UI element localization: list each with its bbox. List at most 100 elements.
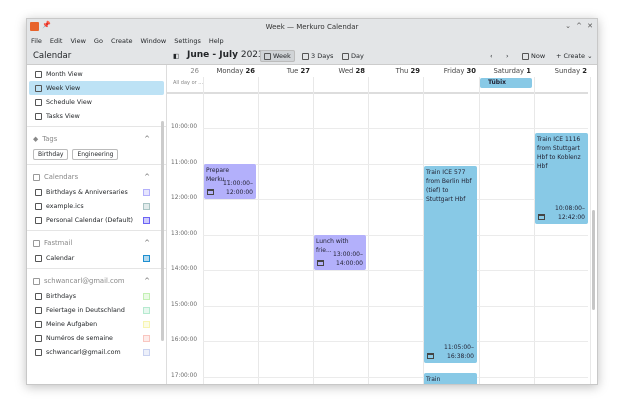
tags-header[interactable]: ◆ Tags ^ (27, 131, 166, 147)
sidebar-item-week-view[interactable]: Week View (29, 81, 164, 95)
menu-view[interactable]: View (70, 37, 86, 45)
pin-icon[interactable]: 📌 (42, 21, 51, 29)
section-header[interactable]: Fastmail ^ (27, 235, 166, 251)
previous-icon[interactable]: ‹ (490, 52, 493, 60)
day-button[interactable]: Day (339, 50, 367, 62)
now-button[interactable]: Now (519, 50, 548, 62)
maximize-icon[interactable]: ^ (576, 22, 582, 30)
event[interactable]: Prepare Merku... 11:00:00– 12:00:00 (204, 163, 256, 199)
calendar-label: Feiertage in Deutschland (46, 306, 125, 314)
event[interactable]: Train MEX1923...16:54:00–17:53:00 (424, 372, 477, 384)
day-header[interactable]: Monday 26 (203, 67, 255, 77)
sidebar-item-schedule-view[interactable]: Schedule View (29, 95, 164, 109)
all-day-event[interactable]: Tübix (480, 78, 532, 88)
day-header[interactable]: Thu 29 (368, 67, 420, 77)
event-time: 11:05:00– 16:38:00 (444, 344, 474, 361)
calendar-icon (522, 52, 529, 60)
color-swatch[interactable] (143, 320, 150, 328)
calendar-item[interactable]: Feiertage in Deutschland (29, 303, 164, 317)
event[interactable]: Train ICE 577 from Berlin Hbf (tief) to … (424, 166, 477, 364)
day-name: Wed (338, 67, 354, 75)
calendar-icon (35, 306, 42, 314)
toggle-sidebar-icon[interactable]: ◧ (173, 52, 180, 60)
tag-engineering[interactable]: Engineering (72, 148, 119, 160)
day-header[interactable]: Tue 27 (258, 67, 310, 77)
sidebar-item-label: Week View (46, 84, 81, 92)
color-swatch[interactable] (143, 292, 150, 300)
hour-line (203, 199, 588, 200)
calendar-item[interactable]: Calendar (29, 251, 164, 265)
menu-help[interactable]: Help (208, 37, 224, 45)
three-days-button[interactable]: 3 Days (299, 50, 336, 62)
day-header[interactable]: Wed 28 (313, 67, 365, 77)
chevron-up-icon[interactable]: ^ (144, 135, 150, 143)
day-header[interactable]: Friday 30 (423, 67, 476, 77)
calendar-icon (302, 52, 309, 60)
day-column-divider (534, 77, 535, 384)
create-button[interactable]: + Create ⌄ (553, 50, 596, 62)
calendar-item[interactable]: Meine Aufgaben (29, 317, 164, 331)
tag-icon: ◆ (33, 135, 39, 143)
event-start: 10:08:00 (555, 204, 582, 212)
calendar-item[interactable]: Numéros de semaine (29, 331, 164, 345)
calendar-view-icon (35, 112, 42, 120)
day-number: 2 (582, 67, 587, 75)
app-window: 📌 Week — Merkuro Calendar ⌄ ^ ✕ File Edit… (26, 18, 598, 385)
chevron-up-icon[interactable]: ^ (144, 173, 150, 181)
tag-birthday[interactable]: Birthday (33, 148, 69, 160)
day-number: 29 (410, 67, 420, 75)
calendar-icon (538, 213, 545, 220)
sidebar-scrollbar[interactable] (161, 121, 164, 341)
minimize-icon[interactable]: ⌄ (565, 22, 571, 30)
section-header[interactable]: schwancarl@gmail.com ^ (27, 273, 166, 289)
sidebar-item-month-view[interactable]: Month View (29, 67, 164, 81)
grid-scrollbar[interactable] (592, 210, 595, 310)
calendar-icon (35, 254, 42, 262)
color-swatch[interactable] (143, 202, 150, 210)
calendar-icon (317, 260, 324, 266)
menu-settings[interactable]: Settings (174, 37, 201, 45)
color-swatch[interactable] (143, 306, 150, 314)
color-swatch[interactable] (143, 188, 150, 196)
event[interactable]: Train ICE 1116 from Stuttgart Hbf to Kob… (535, 132, 588, 224)
calendar-label: Personal Calendar (Default) (46, 216, 134, 224)
calendar-item[interactable]: schwancarl@gmail.com (29, 345, 164, 359)
section-header[interactable]: Calendars ^ (27, 169, 166, 185)
section-title: Fastmail (44, 239, 73, 247)
color-swatch[interactable] (143, 334, 150, 342)
day-column-divider (258, 77, 259, 384)
sidebar-item-tasks-view[interactable]: Tasks View (29, 109, 164, 123)
menu-window[interactable]: Window (140, 37, 167, 45)
calendar-view-icon (35, 70, 42, 78)
calendar-item[interactable]: Birthdays & Anniversaries (29, 185, 164, 199)
calendar-label: Numéros de semaine (46, 334, 113, 342)
day-header[interactable]: Saturday 1 (479, 67, 531, 77)
menu-go[interactable]: Go (93, 37, 103, 45)
calendar-item[interactable]: Personal Calendar (Default) (29, 213, 164, 227)
menu-create[interactable]: Create (110, 37, 133, 45)
calendar-item[interactable]: example.ics (29, 199, 164, 213)
event-end: 12:00:00 (226, 189, 253, 196)
sidebar-item-label: Tasks View (46, 112, 80, 120)
color-swatch[interactable] (143, 254, 150, 262)
three-days-label: 3 Days (311, 52, 334, 60)
week-view-button[interactable]: Week (260, 50, 295, 62)
menu-edit[interactable]: Edit (49, 37, 63, 45)
event-start: 13:00:00 (333, 251, 360, 258)
day-header[interactable]: Sunday 2 (534, 67, 587, 77)
week-label: Week (273, 52, 291, 60)
sidebar-item-label: Month View (46, 70, 83, 78)
calendar-icon (264, 52, 271, 60)
date-range: June - July 2023 (187, 50, 264, 60)
chevron-up-icon[interactable]: ^ (144, 239, 150, 247)
color-swatch[interactable] (143, 216, 150, 224)
calendar-item[interactable]: Birthdays (29, 289, 164, 303)
color-swatch[interactable] (143, 348, 150, 356)
event[interactable]: Lunch with frie... 13:00:00– 14:00:00 (314, 234, 366, 270)
next-icon[interactable]: › (506, 52, 509, 60)
plus-icon: + (556, 52, 562, 60)
chevron-up-icon[interactable]: ^ (144, 277, 150, 285)
close-icon[interactable]: ✕ (587, 22, 593, 30)
month-range: June - July (187, 50, 238, 60)
menu-file[interactable]: File (31, 37, 42, 45)
